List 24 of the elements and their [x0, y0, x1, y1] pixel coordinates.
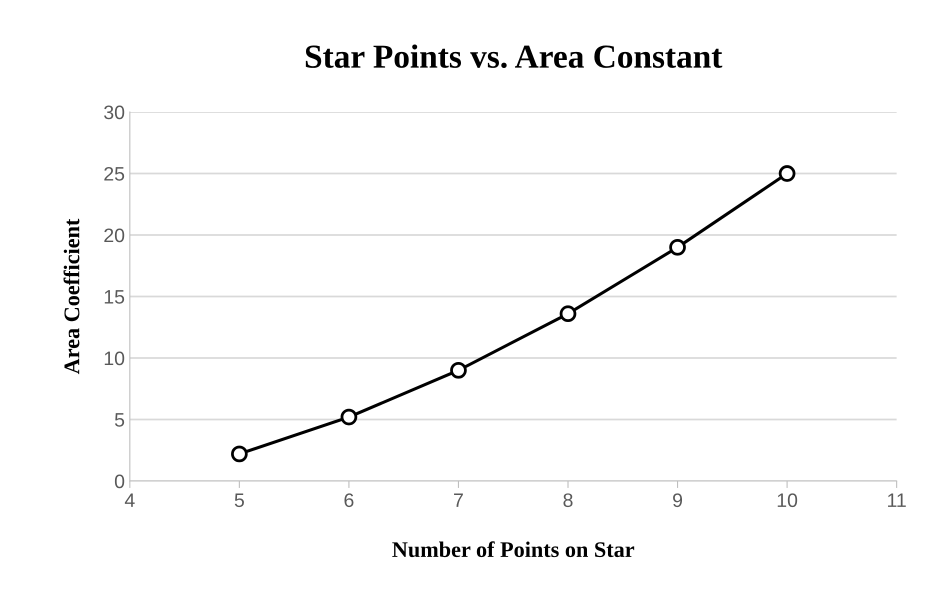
point — [450, 362, 467, 379]
y-tick-label: 20 — [104, 228, 124, 242]
y-tick-label: 10 — [104, 351, 124, 366]
chart-title: Star Points vs. Area Constant — [306, 44, 722, 68]
y-tick-label: 5 — [114, 413, 124, 427]
y-axis-title: Area Coefficient — [64, 218, 80, 374]
y-tick-label: 25 — [104, 166, 124, 181]
x-tick-label: 4 — [124, 494, 135, 507]
y-tick-label: 15 — [104, 290, 124, 304]
y-tick-label: 30 — [104, 105, 124, 120]
point — [669, 238, 686, 256]
x-axis-title: Number of Points on Star — [392, 541, 634, 558]
x-tick-label: 9 — [673, 493, 682, 508]
point — [560, 305, 576, 322]
x-tick-label: 10 — [778, 493, 798, 508]
point — [231, 446, 248, 462]
x-tick-label: 11 — [888, 494, 906, 507]
x-tick-label: 7 — [454, 494, 463, 507]
y-tick-label: 0 — [114, 474, 124, 488]
point — [340, 408, 358, 426]
point — [778, 165, 796, 182]
x-tick-label: 6 — [344, 493, 354, 508]
x-tick-label: 5 — [234, 494, 244, 508]
x-tick-label: 8 — [563, 493, 573, 508]
